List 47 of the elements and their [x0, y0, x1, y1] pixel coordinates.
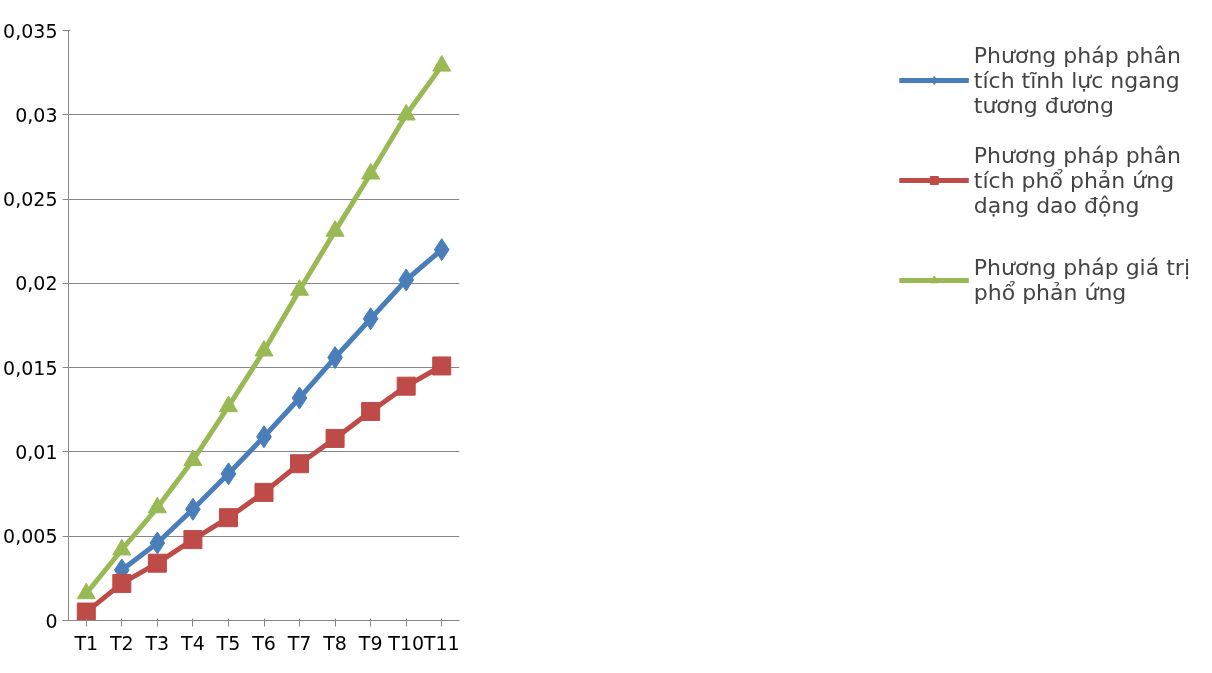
- x-tick-label: T10: [387, 631, 425, 654]
- point: [290, 454, 310, 474]
- x-tick-label: T6: [251, 631, 276, 654]
- point: [290, 279, 310, 296]
- point: [361, 401, 381, 421]
- y-tick-label: 0,025: [3, 188, 58, 211]
- point: [183, 530, 203, 550]
- legend-label: Phương pháp giá trị phổ phản ứng: [973, 254, 1190, 307]
- point: [149, 531, 166, 555]
- point: [432, 356, 452, 376]
- point: [396, 103, 416, 121]
- y-tick-label: 0,015: [3, 356, 58, 379]
- y-tick-label: 0: [45, 609, 58, 632]
- point: [398, 268, 415, 292]
- legend-label: Phương pháp phân tích tĩnh lực ngang tương đương: [973, 41, 1181, 120]
- point: [183, 449, 203, 467]
- x-tick-label: T2: [108, 631, 134, 654]
- x-tick-label: T5: [215, 631, 241, 654]
- point: [147, 553, 167, 573]
- point: [218, 508, 238, 528]
- point: [254, 482, 274, 502]
- point: [220, 462, 237, 486]
- x-tick-label: T7: [286, 631, 312, 654]
- y-tick-label: 0,005: [3, 525, 58, 548]
- x-tick-label: T8: [322, 631, 347, 654]
- point: [76, 602, 96, 621]
- point: [112, 573, 132, 593]
- point: [291, 386, 308, 410]
- y-tick-label: 0,01: [15, 440, 58, 463]
- point: [325, 220, 345, 237]
- x-tick-label: T9: [357, 631, 383, 654]
- point: [362, 307, 379, 331]
- point: [325, 428, 345, 448]
- point: [254, 339, 274, 357]
- y-tick-label: 0,035: [3, 19, 58, 42]
- point: [433, 238, 450, 262]
- y-tick-label: 0,02: [15, 272, 58, 295]
- y-tick-label: 0,03: [15, 103, 58, 126]
- point: [396, 376, 416, 396]
- point: [361, 162, 381, 180]
- point: [432, 55, 452, 72]
- x-tick-label: T3: [144, 631, 170, 654]
- x-tick-label: T4: [180, 631, 205, 654]
- legend-label: Phương pháp phân tích phổ phản ứng dạng dao động: [973, 141, 1181, 220]
- x-tick-label: T1: [73, 631, 99, 654]
- point: [218, 395, 238, 413]
- x-tick-label: T11: [422, 631, 460, 654]
